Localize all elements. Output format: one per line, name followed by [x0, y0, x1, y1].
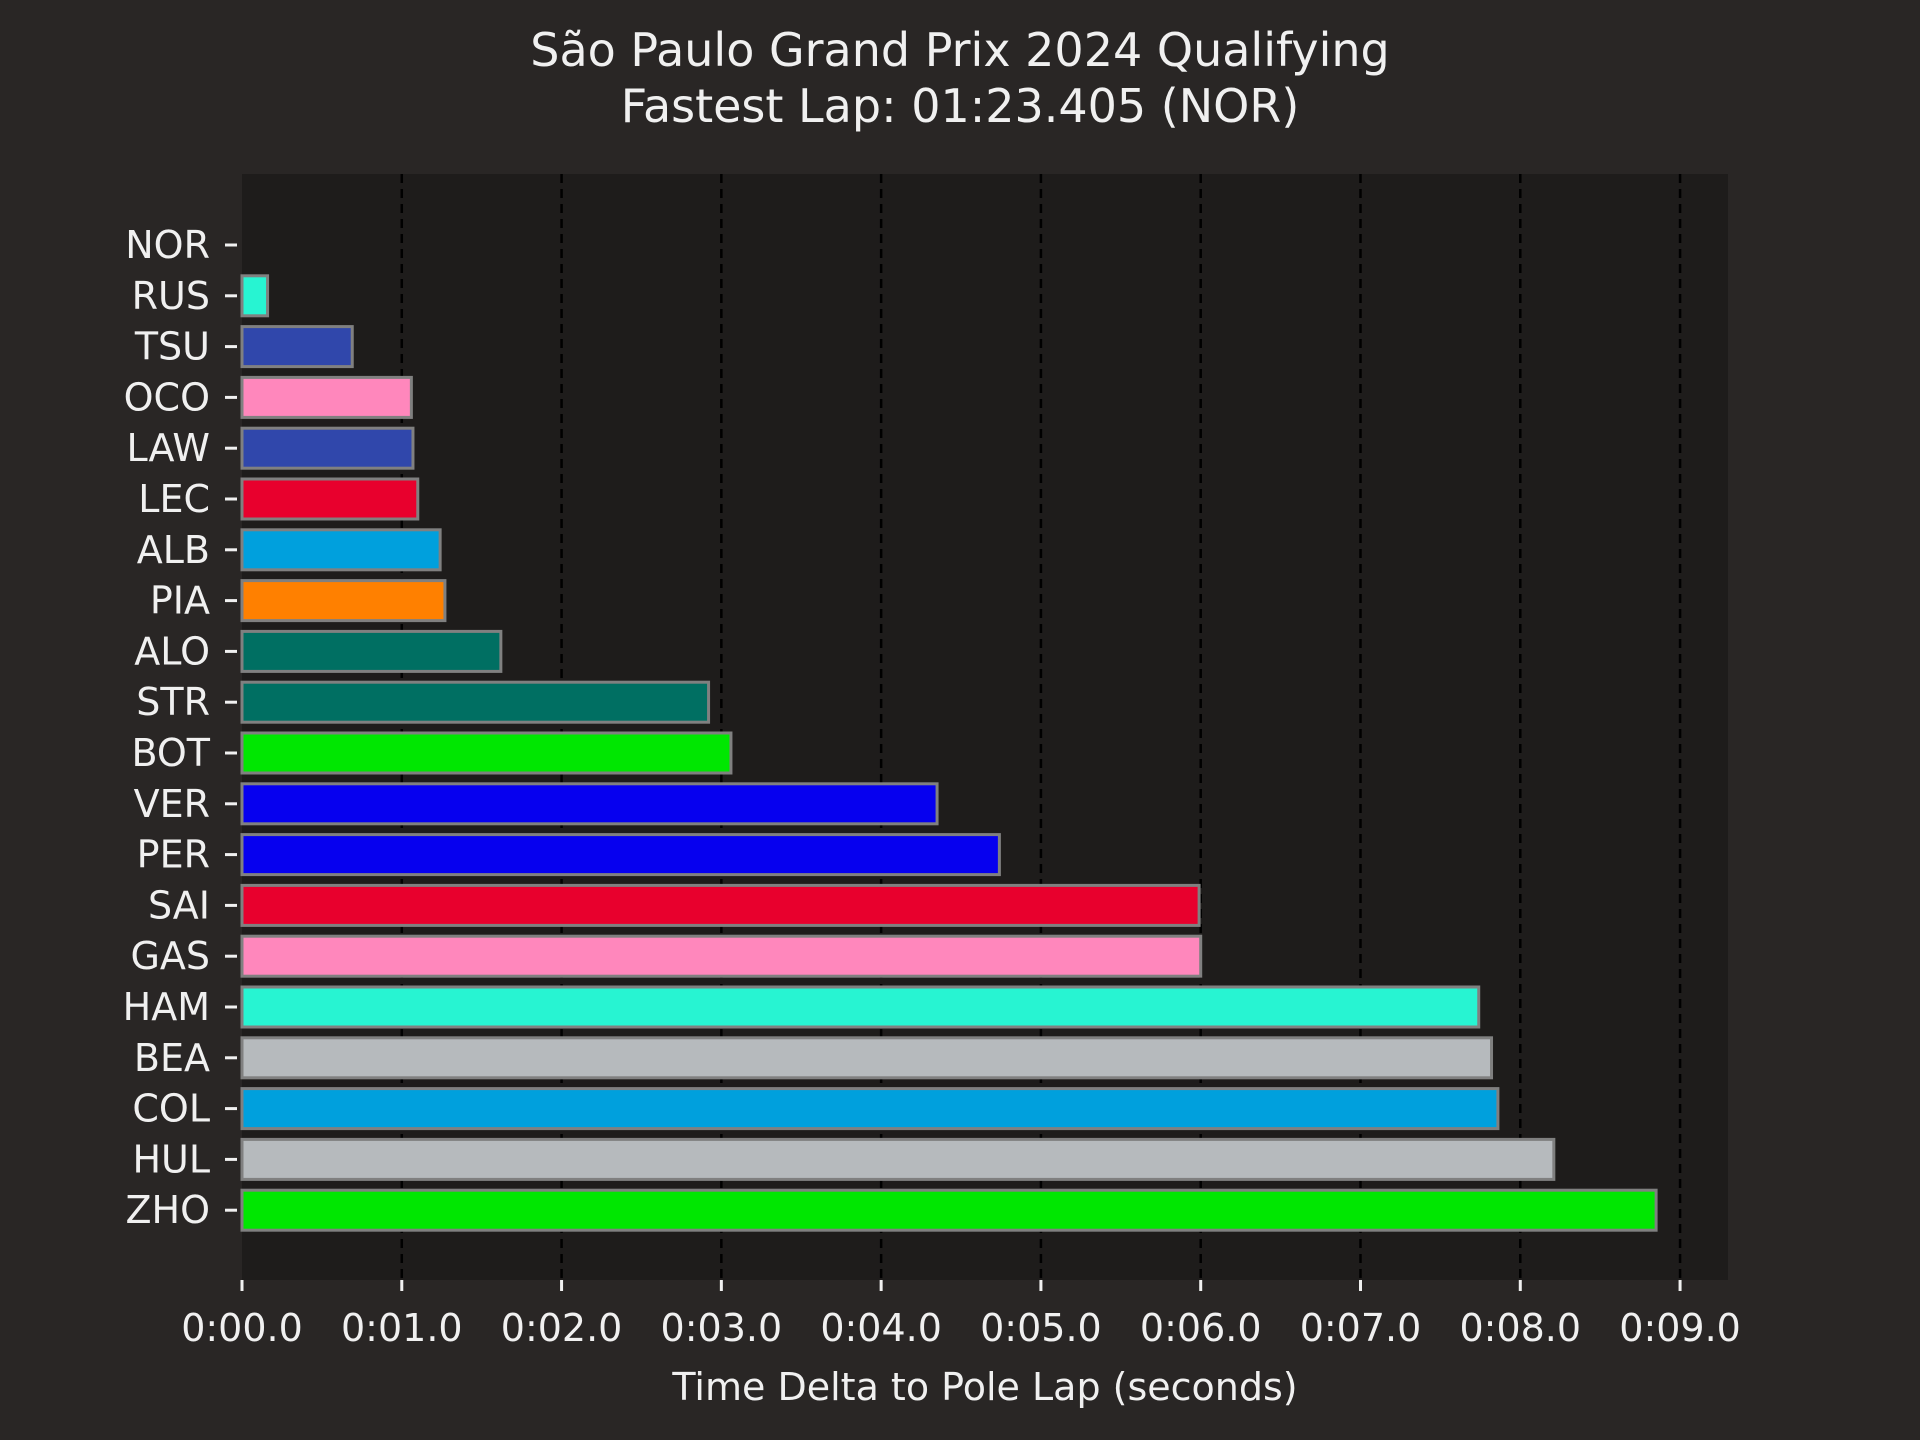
- x-tick-label-4: 0:04.0: [820, 1306, 942, 1350]
- bar-per: [240, 833, 1001, 877]
- bar-str: [240, 680, 711, 724]
- y-tick-label-str: STR: [136, 680, 210, 724]
- y-tick-label-sai: SAI: [148, 883, 210, 927]
- x-axis-ticks: 0:00.0 0:01.0 0:02.0 0:03.0 0:04.0 0:05.0 0:06…: [181, 1280, 1741, 1350]
- y-tick-label-col: COL: [132, 1087, 210, 1131]
- bar-alo: [240, 629, 503, 673]
- bar-pia: [240, 579, 447, 623]
- y-tick-label-lec: LEC: [138, 477, 210, 521]
- y-tick-label-hul: HUL: [132, 1137, 210, 1181]
- y-tick-label-pia: PIA: [150, 579, 210, 623]
- bar-ham: [240, 985, 1481, 1029]
- y-tick-label-alo: ALO: [134, 629, 210, 673]
- bars: [240, 274, 1658, 1232]
- y-tick-label-bot: BOT: [131, 731, 210, 775]
- chart-title: São Paulo Grand Prix 2024 Qualifying: [530, 23, 1389, 77]
- bar-bea: [240, 1036, 1494, 1080]
- y-tick-label-zho: ZHO: [125, 1188, 210, 1232]
- y-tick-label-oco: OCO: [124, 375, 210, 419]
- x-tick-label-6: 0:06.0: [1140, 1306, 1262, 1350]
- bar-col: [240, 1087, 1500, 1131]
- y-tick-label-gas: GAS: [130, 934, 210, 978]
- x-tick-label-2: 0:02.0: [501, 1306, 623, 1350]
- y-tick-label-per: PER: [137, 833, 210, 877]
- x-tick-label-0: 0:00.0: [181, 1306, 303, 1350]
- y-tick-label-rus: RUS: [132, 274, 210, 318]
- bar-alb: [240, 528, 442, 572]
- bar-tsu: [240, 325, 354, 369]
- bar-oco: [240, 375, 413, 419]
- y-axis-ticks: NOR RUS TSU OCO LAW LEC ALB PIA ALO STR BOT VER PER S…: [123, 223, 237, 1232]
- x-tick-label-8: 0:08.0: [1459, 1306, 1581, 1350]
- x-tick-label-9: 0:09.0: [1619, 1306, 1741, 1350]
- bar-lec: [240, 477, 420, 521]
- x-tick-label-3: 0:03.0: [661, 1306, 783, 1350]
- bar-bot: [240, 731, 733, 775]
- y-tick-label-alb: ALB: [137, 528, 210, 572]
- y-tick-label-ham: HAM: [123, 985, 210, 1029]
- bar-rus: [240, 274, 270, 318]
- bar-hul: [240, 1137, 1556, 1181]
- y-tick-label-tsu: TSU: [134, 325, 210, 369]
- x-tick-label-1: 0:01.0: [341, 1306, 463, 1350]
- bar-sai: [240, 883, 1201, 927]
- bar-ver: [240, 782, 939, 826]
- x-axis-label: Time Delta to Pole Lap (seconds): [671, 1365, 1297, 1409]
- x-tick-label-7: 0:07.0: [1300, 1306, 1422, 1350]
- y-tick-label-ver: VER: [134, 782, 210, 826]
- y-tick-label-nor: NOR: [125, 223, 210, 267]
- bar-law: [240, 426, 415, 470]
- y-tick-label-law: LAW: [126, 426, 210, 470]
- x-tick-label-5: 0:05.0: [980, 1306, 1102, 1350]
- bar-gas: [240, 934, 1203, 978]
- bar-zho: [240, 1188, 1658, 1232]
- chart-subtitle: Fastest Lap: 01:23.405 (NOR): [621, 79, 1300, 133]
- y-tick-label-bea: BEA: [134, 1036, 210, 1080]
